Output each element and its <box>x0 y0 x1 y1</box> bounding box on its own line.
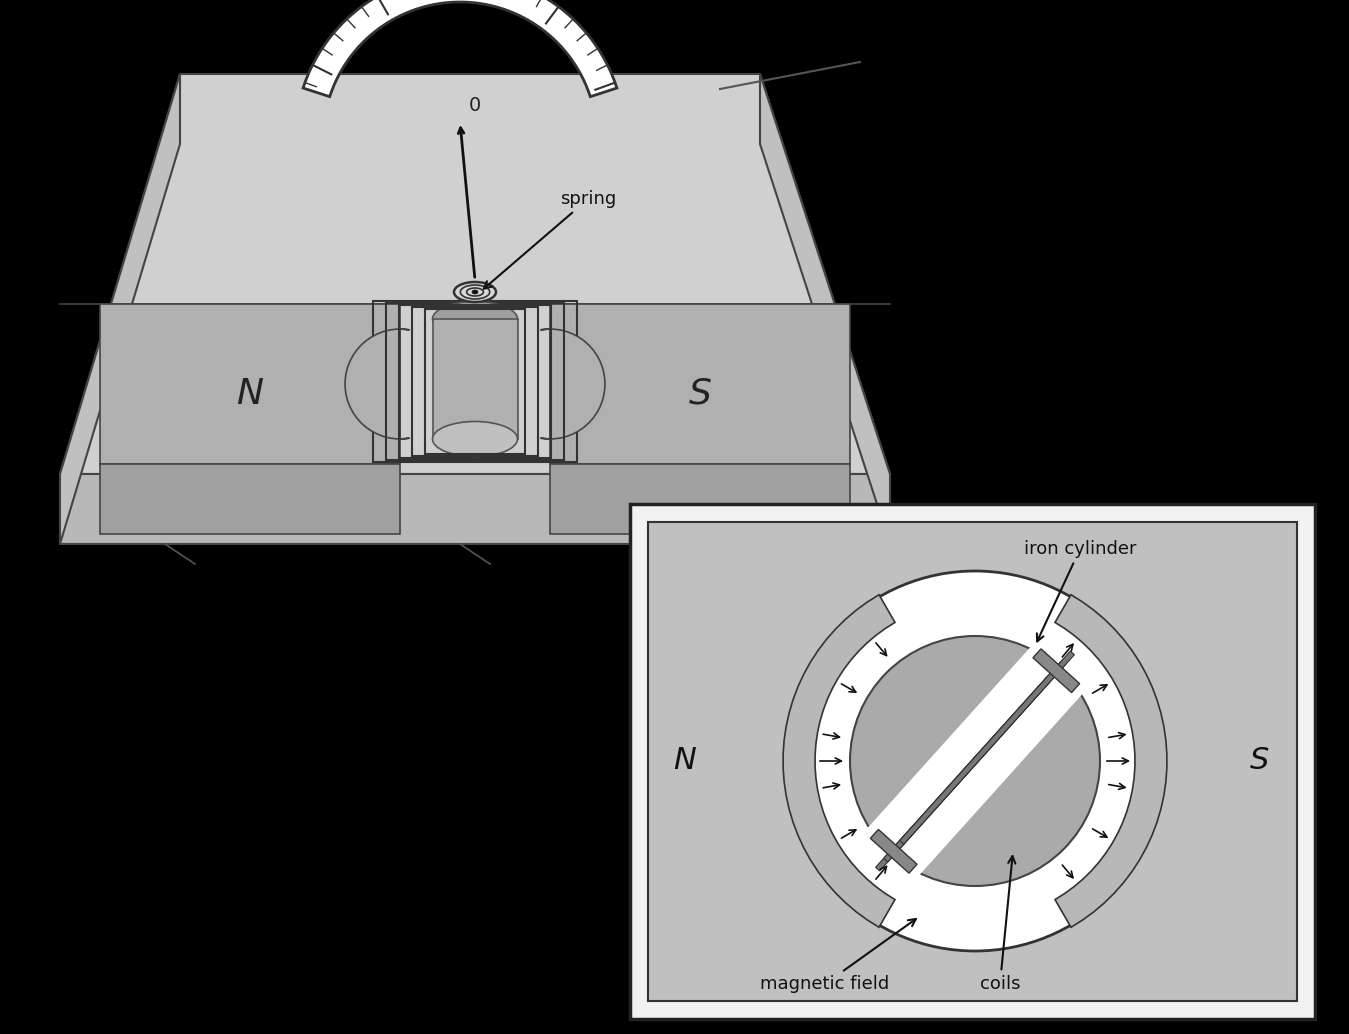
Polygon shape <box>59 74 890 474</box>
Text: spring: spring <box>484 190 616 288</box>
Polygon shape <box>550 464 850 534</box>
Text: N: N <box>673 747 696 776</box>
Polygon shape <box>345 329 410 439</box>
Polygon shape <box>541 329 604 439</box>
Polygon shape <box>100 304 401 464</box>
Circle shape <box>850 636 1099 886</box>
Text: N: N <box>236 377 263 410</box>
Ellipse shape <box>433 422 518 456</box>
Polygon shape <box>892 660 1066 853</box>
Text: coils: coils <box>979 856 1020 993</box>
Ellipse shape <box>455 282 496 302</box>
Polygon shape <box>550 304 850 464</box>
Polygon shape <box>884 669 1059 862</box>
Polygon shape <box>100 464 401 534</box>
FancyBboxPatch shape <box>648 522 1296 1001</box>
FancyBboxPatch shape <box>630 504 1315 1018</box>
Polygon shape <box>876 677 1051 871</box>
Polygon shape <box>59 474 890 544</box>
Text: S: S <box>1251 747 1269 776</box>
Text: 0: 0 <box>469 96 482 116</box>
Polygon shape <box>59 74 179 544</box>
Polygon shape <box>861 639 1090 883</box>
Polygon shape <box>784 595 894 927</box>
Text: magnetic field: magnetic field <box>761 919 916 993</box>
Polygon shape <box>1055 595 1167 927</box>
Ellipse shape <box>472 290 478 294</box>
Polygon shape <box>304 0 616 96</box>
Polygon shape <box>433 320 518 439</box>
Polygon shape <box>759 74 890 544</box>
Text: S: S <box>688 377 711 410</box>
Ellipse shape <box>433 302 518 336</box>
Polygon shape <box>900 651 1074 844</box>
Circle shape <box>785 571 1166 951</box>
Text: iron cylinder: iron cylinder <box>1024 540 1136 641</box>
Polygon shape <box>870 829 917 873</box>
Polygon shape <box>1033 649 1079 693</box>
